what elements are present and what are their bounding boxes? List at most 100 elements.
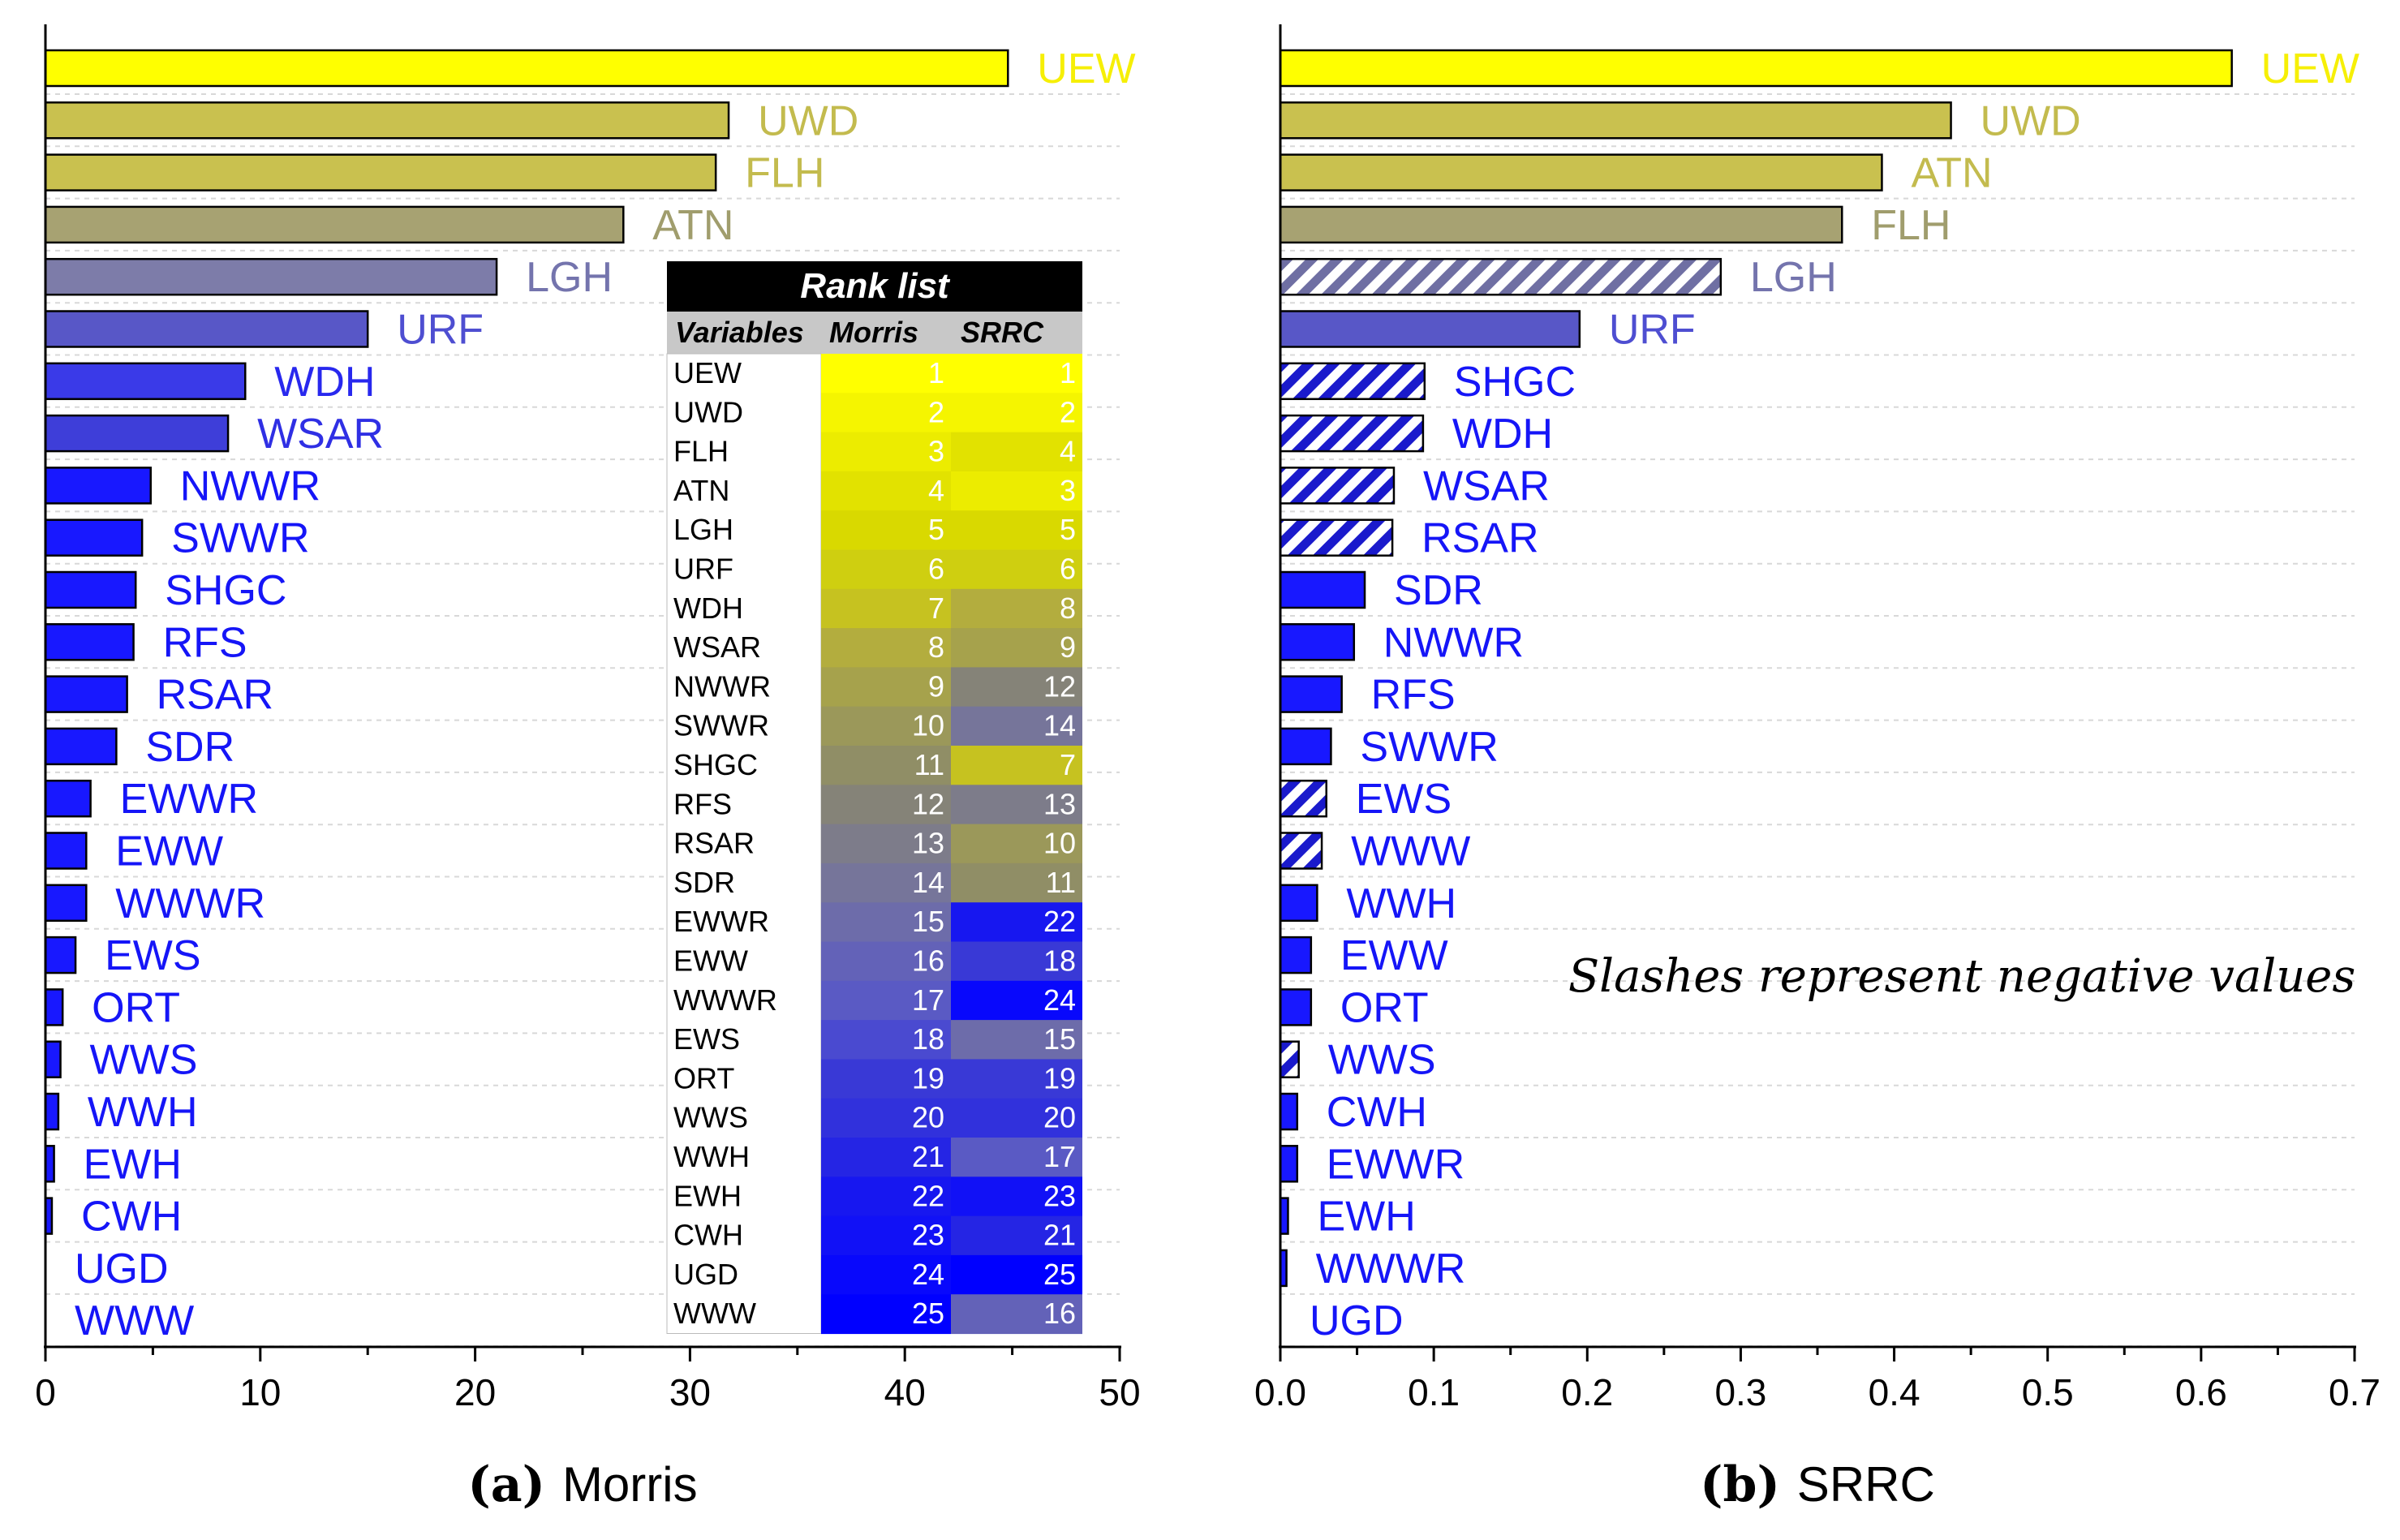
rank-morris-value: 4 xyxy=(928,474,944,507)
bar-ewh xyxy=(44,1145,55,1183)
rank-srrc-cell xyxy=(951,588,1082,629)
bar-label-ewwr: EWWR xyxy=(120,776,258,823)
rank-morris-value: 10 xyxy=(912,709,944,742)
panel-a-chart: UEWUWDFLHATNLGHURFWDHWSARNWWRSWWRSHGCRFS… xyxy=(35,24,1141,1513)
x-tick-label: 0.7 xyxy=(2329,1371,2381,1413)
rank-variable-ort: ORT xyxy=(673,1061,734,1095)
bar-label-nwwr: NWWR xyxy=(180,462,320,510)
bar-flh xyxy=(44,153,717,191)
bar-label-wwwr: WWWR xyxy=(115,880,265,927)
bar-label-nwwr: NWWR xyxy=(1383,619,1524,666)
bar-label-sdr: SDR xyxy=(145,724,234,771)
bar-label-ort: ORT xyxy=(92,984,180,1031)
rank-morris-value: 1 xyxy=(928,356,944,389)
rank-morris-cell xyxy=(821,1254,951,1295)
rank-morris-cell xyxy=(821,862,951,903)
caption-letter: (a) xyxy=(467,1456,562,1513)
bar-atn xyxy=(44,205,625,244)
bar-label-ewh: EWH xyxy=(1317,1194,1415,1241)
bar-label-flh: FLH xyxy=(745,150,824,197)
caption-letter: (b) xyxy=(1700,1456,1797,1513)
bar-label-wwwr: WWWR xyxy=(1316,1245,1466,1293)
rank-morris-value: 15 xyxy=(912,905,944,938)
rank-morris-cell xyxy=(821,941,951,982)
rank-srrc-value: 7 xyxy=(1060,748,1076,781)
rank-srrc-value: 21 xyxy=(1043,1219,1076,1252)
rank-morris-value: 16 xyxy=(912,944,944,978)
rank-srrc-cell xyxy=(951,1020,1082,1060)
x-tick-label: 0.3 xyxy=(1714,1371,1766,1413)
rank-srrc-cell xyxy=(951,549,1082,590)
rank-morris-cell xyxy=(821,1215,951,1256)
bar-wwh xyxy=(44,1092,60,1131)
rank-title: Rank list xyxy=(800,266,951,306)
rank-variable-atn: ATN xyxy=(673,474,729,507)
bar-label-wsar: WSAR xyxy=(1423,462,1550,510)
rank-srrc-value: 10 xyxy=(1043,827,1076,860)
rank-morris-value: 3 xyxy=(928,435,944,468)
rank-morris-cell xyxy=(821,1059,951,1099)
rank-srrc-cell xyxy=(951,902,1082,943)
rank-variable-wwwr: WWWR xyxy=(673,983,777,1017)
rank-variable-ews: EWS xyxy=(673,1022,740,1056)
rank-srrc-value: 14 xyxy=(1043,709,1076,742)
x-tick-label: 10 xyxy=(239,1371,281,1413)
bar-label-swwr: SWWR xyxy=(171,515,309,562)
bar-label-www: WWW xyxy=(1351,828,1470,875)
rank-morris-cell xyxy=(821,1294,951,1335)
rank-morris-cell xyxy=(821,432,951,472)
bar-label-ugd: UGD xyxy=(75,1245,169,1293)
bar-sdr xyxy=(1279,570,1366,609)
rank-variable-wws: WWS xyxy=(673,1101,748,1134)
rank-srrc-value: 20 xyxy=(1043,1101,1076,1134)
annotation-note: Slashes represent negative values xyxy=(1568,950,2355,1003)
rank-srrc-cell xyxy=(951,667,1082,708)
bar-eww xyxy=(44,832,88,870)
rank-srrc-cell xyxy=(951,393,1082,433)
bar-wdh xyxy=(44,362,247,401)
rank-variable-rfs: RFS xyxy=(673,787,732,820)
rank-morris-cell xyxy=(821,354,951,394)
bar-wdh xyxy=(1279,414,1425,453)
bar-label-swwr: SWWR xyxy=(1360,724,1498,771)
bar-label-sdr: SDR xyxy=(1394,567,1483,614)
bar-label-shgc: SHGC xyxy=(1454,359,1576,406)
rank-variable-cwh: CWH xyxy=(673,1219,743,1252)
rank-variable-uwd: UWD xyxy=(673,395,743,428)
rank-variable-ugd: UGD xyxy=(673,1258,738,1291)
bar-label-ugd: UGD xyxy=(1310,1297,1404,1344)
rank-srrc-value: 23 xyxy=(1043,1179,1076,1212)
rank-morris-cell xyxy=(821,1138,951,1177)
bar-label-ews: EWS xyxy=(105,932,200,979)
rank-morris-value: 2 xyxy=(928,395,944,428)
bar-label-urf: URF xyxy=(1609,307,1696,354)
x-tick-label: 50 xyxy=(1099,1371,1140,1413)
rank-morris-cell xyxy=(821,588,951,629)
rank-morris-cell xyxy=(821,980,951,1021)
bar-label-wwh: WWH xyxy=(88,1089,198,1136)
rank-srrc-cell xyxy=(951,1138,1082,1177)
x-tick-label: 40 xyxy=(884,1371,926,1413)
x-tick-label: 0.4 xyxy=(1869,1371,1920,1413)
bar-label-rfs: RFS xyxy=(163,619,247,666)
rank-srrc-cell xyxy=(951,1215,1082,1256)
bar-shgc xyxy=(1279,362,1426,401)
bar-urf xyxy=(1279,310,1581,348)
rank-srrc-cell xyxy=(951,1177,1082,1217)
rank-morris-value: 9 xyxy=(928,669,944,703)
rank-variable-wdh: WDH xyxy=(673,591,743,625)
rank-srrc-value: 11 xyxy=(1046,866,1076,899)
rank-srrc-value: 9 xyxy=(1060,630,1076,664)
rank-morris-value: 21 xyxy=(912,1140,944,1173)
rank-variable-uew: UEW xyxy=(673,356,742,389)
bar-eww xyxy=(1279,936,1313,974)
rank-header-bg xyxy=(667,312,1082,354)
bar-label-rsar: RSAR xyxy=(157,672,273,719)
rank-morris-cell xyxy=(821,549,951,590)
rank-variable-wsar: WSAR xyxy=(673,630,761,664)
rank-srrc-cell xyxy=(951,1059,1082,1099)
rank-morris-cell xyxy=(821,510,951,551)
rank-morris-value: 6 xyxy=(928,553,944,586)
